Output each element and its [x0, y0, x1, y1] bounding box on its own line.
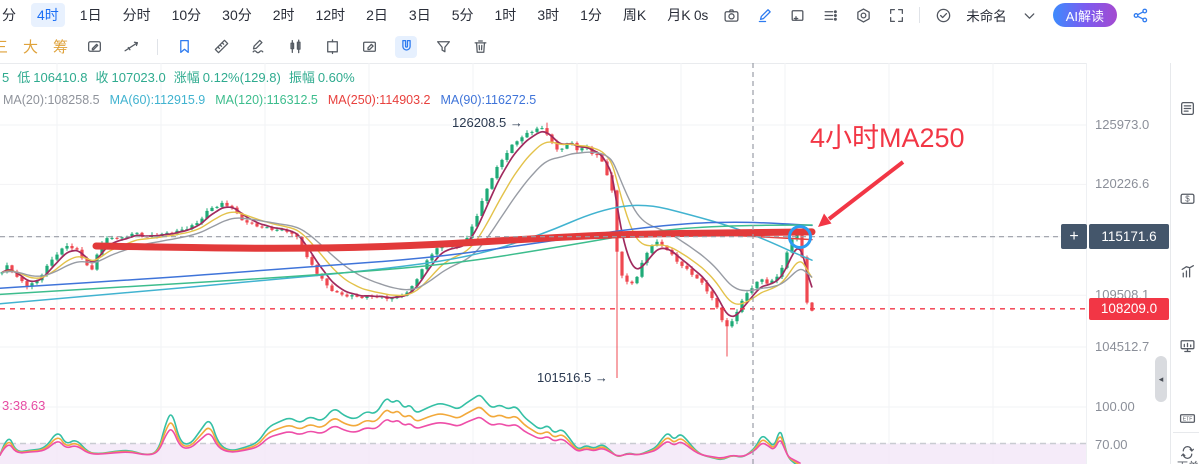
indicator-value-label: 3:38.63 — [2, 398, 46, 413]
alert-price-badge: 108209.0 — [1089, 297, 1169, 320]
ma-values-row: MA(20):108258.5 MA(60):112915.9 MA(120):11… — [3, 93, 546, 107]
price-axis-label: 104512.7 — [1095, 339, 1150, 355]
indicator-axis-label: 100.00 — [1095, 398, 1135, 414]
quote-key: 涨幅 — [173, 70, 200, 85]
sidebar-trade-icon[interactable] — [1179, 444, 1199, 464]
ma250-note-annotation[interactable]: 4小时MA250 — [810, 123, 965, 153]
quote-value: 107023.0 — [111, 70, 166, 85]
replay-speed[interactable]: 0s — [693, 7, 709, 23]
timeframe-tab-1日[interactable]: 1日 — [79, 7, 102, 23]
workspace-name[interactable]: 未命名 — [966, 9, 1007, 24]
timeframe-tab-3时[interactable]: 3时 — [537, 7, 560, 23]
timeframe-tab-12时[interactable]: 12时 — [315, 7, 346, 23]
high-price-annotation: 126208.5 → — [452, 115, 523, 130]
measure-box-icon[interactable] — [321, 36, 343, 58]
add-pane-icon[interactable] — [787, 5, 807, 25]
settings-icon[interactable] — [853, 5, 873, 25]
timeframe-tab-分时[interactable]: 分时 — [122, 7, 151, 23]
chart-tools-toolbar: 0s 未命名 AI解读 — [694, 0, 1150, 30]
price-axis-label: 120226.6 — [1095, 176, 1150, 192]
sidebar-collapse-handle[interactable]: ◂ — [1155, 356, 1167, 402]
sidebar-etf-icon[interactable]: ETF — [1179, 410, 1199, 432]
ma-value-label: MA(20):108258.5 — [3, 93, 100, 107]
ai-analyze-button[interactable]: AI解读 — [1052, 3, 1117, 27]
price-axis-label: 125973.0 — [1095, 117, 1150, 132]
note-tool-icon[interactable] — [358, 36, 380, 58]
right-sidebar: $ ETF 下单 — [1170, 63, 1199, 464]
timeframe-tabs: 分 4时 1日 分时 10分 30分 2时 12时 2日 3日 5分 1时 3时 1分 周K 月K — [0, 3, 706, 27]
chip-distribution-option[interactable]: 筹 — [53, 39, 69, 56]
trend-line-tool-icon[interactable] — [120, 36, 142, 58]
timeframe-tab-周K[interactable]: 周K — [622, 7, 647, 23]
magnet-tool-icon[interactable] — [395, 35, 418, 58]
delete-drawing-icon[interactable] — [469, 36, 491, 58]
large-font-option[interactable]: 大 — [23, 39, 39, 56]
timeframe-tab-5分[interactable]: 5分 — [451, 7, 474, 23]
share-icon[interactable] — [1130, 5, 1150, 25]
timeframe-tab-1时[interactable]: 1时 — [494, 7, 517, 23]
timeframe-tab-分[interactable]: 分 — [2, 7, 16, 23]
toolbar-divider — [919, 7, 921, 23]
sidebar-stats-icon[interactable] — [1179, 263, 1199, 285]
chevron-down-icon[interactable] — [1020, 5, 1040, 25]
quote-value: 0.12%(129.8) — [202, 70, 281, 85]
quote-value: 0.60% — [317, 70, 355, 85]
screenshot-icon[interactable] — [721, 5, 741, 25]
ma-value-label: MA(250):114903.2 — [327, 93, 431, 107]
quote-value: 106410.8 — [33, 70, 88, 85]
fullscreen-icon[interactable] — [886, 5, 906, 25]
filter-tool-icon[interactable] — [432, 36, 454, 58]
ma-value-label: MA(60):112915.9 — [109, 93, 206, 107]
ohlc-readout: 5 低 106410.8 收 107023.0 涨幅 0.12%(129.8) 振幅 0.60% — [2, 67, 355, 86]
reset-drawing-icon[interactable] — [83, 36, 105, 58]
quote-leading: 5 — [2, 70, 10, 85]
freehand-tool-icon[interactable] — [247, 36, 269, 58]
timeframe-tab-2时[interactable]: 2时 — [272, 7, 295, 23]
quote-key: 收 — [95, 70, 109, 85]
timeframe-tab-月K[interactable]: 月K — [667, 7, 691, 23]
sidebar-news-icon[interactable] — [1179, 100, 1199, 122]
timeframe-tab-2日[interactable]: 2日 — [366, 7, 388, 23]
price-axis[interactable]: 125973.0 120226.6 109508.1 104512.7 100.00 70… — [1086, 63, 1171, 464]
svg-text:$: $ — [1185, 194, 1190, 203]
add-alert-button[interactable]: + — [1061, 224, 1087, 250]
timeframe-tab-10分[interactable]: 10分 — [171, 7, 202, 23]
timeframe-tab-3日[interactable]: 3日 — [408, 7, 431, 23]
draw-icon[interactable] — [754, 5, 774, 25]
toolbar-divider — [157, 38, 159, 55]
sidebar-monitor-icon[interactable] — [1179, 337, 1199, 359]
cloud-save-icon[interactable] — [933, 5, 953, 25]
main-chart-option[interactable]: 三 — [0, 39, 9, 56]
low-price-annotation: 101516.5 → — [537, 370, 608, 385]
indicator-axis-label: 70.00 — [1095, 437, 1128, 452]
indicator-list-icon[interactable] — [820, 5, 840, 25]
sidebar-separator — [1173, 432, 1199, 433]
crosshair-price-badge: 115171.6 — [1089, 224, 1169, 250]
quote-key: 振幅 — [288, 70, 315, 85]
timeframe-tab-30分[interactable]: 30分 — [222, 7, 252, 23]
timeframe-tab-1分[interactable]: 1分 — [580, 7, 602, 23]
ma-value-label: MA(120):116312.5 — [215, 93, 318, 107]
sidebar-money-icon[interactable]: $ — [1179, 190, 1199, 212]
sidebar-trade-label[interactable]: 下单 — [1177, 458, 1199, 464]
ruler-tool-icon[interactable] — [210, 36, 232, 58]
timeframe-toolbar: 分 4时 1日 分时 10分 30分 2时 12时 2日 3日 5分 1时 3时 1分 周K 月K — [0, 0, 1199, 30]
bookmark-tool-icon[interactable] — [173, 36, 195, 58]
pattern-tool-icon[interactable] — [284, 36, 306, 58]
drawing-toolbar: 三大筹 — [0, 30, 1168, 64]
ma-value-label: MA(90):116272.5 — [440, 93, 537, 107]
svg-text:ETF: ETF — [1183, 417, 1193, 423]
quote-key: 低 — [17, 70, 31, 85]
timeframe-tab-4时[interactable]: 4时 — [31, 3, 65, 27]
